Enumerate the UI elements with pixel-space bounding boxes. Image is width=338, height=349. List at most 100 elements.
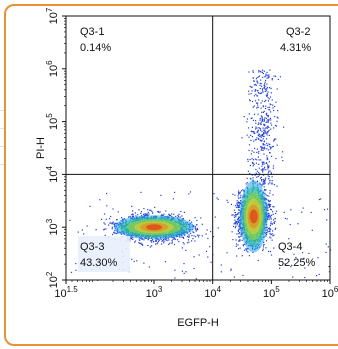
event-dot — [268, 126, 270, 128]
event-dot — [290, 209, 292, 211]
event-dot — [181, 247, 183, 249]
event-dot — [269, 227, 271, 229]
event-dot — [273, 109, 275, 112]
event-dot — [279, 76, 281, 78]
event-dot — [253, 80, 255, 82]
event-dot — [258, 122, 260, 124]
event-dot — [269, 214, 271, 216]
event-dot — [275, 125, 278, 127]
event-dot — [236, 203, 238, 206]
event-dot — [196, 234, 199, 236]
event-dot — [141, 238, 144, 240]
event-dot — [258, 135, 260, 137]
event-dot — [201, 223, 203, 225]
event-dot — [188, 193, 190, 195]
event-dot — [271, 183, 273, 185]
event-dot — [239, 191, 241, 193]
event-dot — [121, 217, 123, 219]
event-dot — [267, 158, 269, 160]
event-dot — [266, 94, 269, 96]
event-dot — [143, 239, 145, 241]
event-dot — [252, 77, 254, 79]
event-dot — [105, 218, 107, 220]
event-dot — [246, 121, 248, 123]
event-dot — [109, 222, 111, 224]
event-dot — [250, 139, 252, 141]
event-dot — [253, 132, 255, 134]
event-dot — [297, 223, 299, 225]
event-dot — [269, 182, 271, 184]
event-dot — [274, 220, 276, 223]
event-dot — [247, 158, 249, 160]
event-dot — [183, 263, 185, 265]
event-dot — [260, 115, 262, 117]
event-dot — [252, 177, 254, 179]
event-dot — [271, 99, 273, 101]
event-dot — [275, 75, 277, 77]
event-dot — [157, 211, 159, 213]
event-dot — [259, 182, 261, 184]
event-dot — [267, 231, 269, 233]
event-dot — [207, 237, 209, 240]
event-dot — [157, 211, 160, 213]
event-dot — [257, 138, 260, 140]
event-dot — [239, 247, 241, 249]
event-dot — [112, 208, 114, 210]
event-dot — [266, 71, 268, 73]
event-dot — [272, 167, 274, 169]
event-dot — [262, 182, 264, 184]
event-dot — [276, 88, 278, 90]
event-dot — [188, 241, 190, 243]
event-dot — [234, 219, 236, 221]
event-dot — [145, 213, 147, 215]
event-dot — [238, 201, 240, 203]
event-dot — [241, 137, 243, 139]
event-dot — [270, 148, 272, 150]
event-dot — [205, 250, 208, 252]
event-dot — [260, 136, 262, 138]
event-dot — [263, 118, 265, 120]
event-dot — [284, 263, 286, 265]
x-axis-label: EGFP-H — [177, 317, 219, 329]
event-dot — [236, 233, 238, 235]
event-dot — [198, 234, 200, 236]
event-dot — [234, 194, 236, 196]
event-dot — [250, 130, 252, 132]
event-dot — [235, 239, 237, 241]
event-dot — [265, 113, 267, 115]
event-dot — [261, 185, 263, 187]
event-dot — [265, 189, 267, 191]
event-dot — [255, 83, 257, 86]
event-dot — [270, 104, 272, 106]
event-dot — [146, 214, 148, 216]
event-dot — [267, 120, 269, 122]
event-dot — [252, 162, 254, 164]
event-dot — [231, 214, 233, 216]
event-dot — [284, 217, 286, 220]
event-dot — [169, 214, 171, 217]
event-dot — [264, 117, 266, 119]
event-dot — [113, 231, 115, 233]
event-dot — [135, 215, 137, 217]
event-dot — [274, 116, 276, 118]
event-dot — [271, 239, 273, 241]
event-dot — [165, 239, 167, 241]
event-dot — [264, 85, 266, 87]
event-dot — [239, 240, 241, 242]
event-dot — [269, 192, 271, 194]
event-dot — [259, 70, 261, 72]
event-dot — [194, 240, 196, 242]
event-dot — [247, 160, 249, 162]
event-dot — [272, 145, 274, 147]
event-dot — [198, 254, 200, 256]
event-dot — [237, 230, 239, 232]
event-dot — [264, 90, 266, 92]
event-dot — [104, 223, 106, 225]
event-dot — [268, 218, 270, 220]
event-dot — [152, 239, 154, 241]
event-dot — [318, 198, 320, 201]
event-dot — [273, 138, 275, 140]
event-dot — [265, 235, 267, 237]
event-dot — [257, 104, 259, 106]
event-dot — [270, 233, 272, 236]
